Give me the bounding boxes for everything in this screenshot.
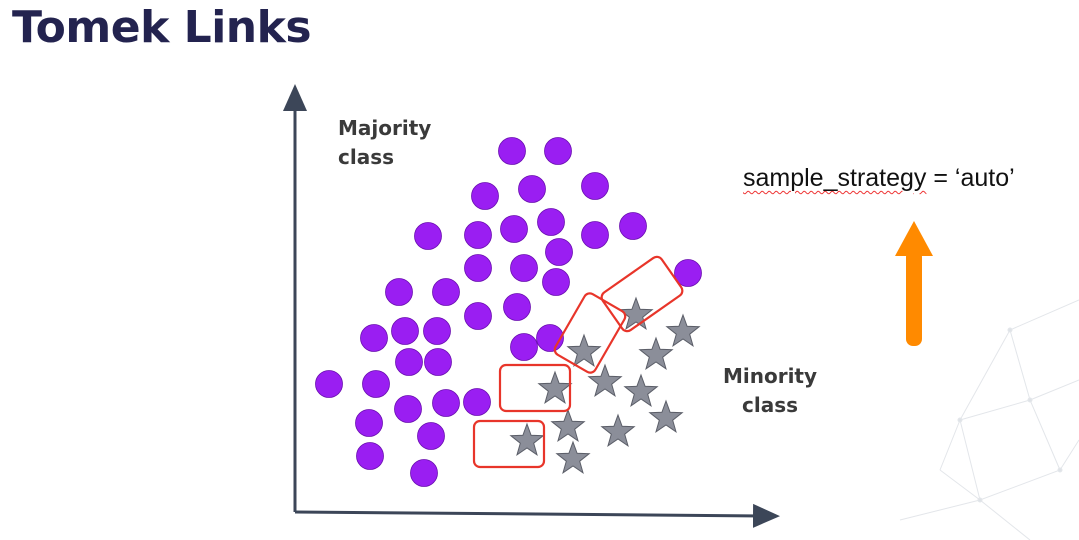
majority-point (355, 409, 383, 437)
majority-point (510, 254, 538, 282)
majority-point (394, 395, 422, 423)
minority-point (638, 336, 674, 370)
majority-point (385, 278, 413, 306)
majority-point (424, 348, 452, 376)
tomek-link-box (553, 292, 627, 374)
majority-label-line1: Majority (338, 116, 432, 140)
majority-point (619, 212, 647, 240)
minority-point (623, 373, 659, 407)
sample-strategy-name: sample_strategy (743, 164, 927, 192)
minority-class-label: Minority class (722, 362, 818, 420)
tomek-link-boxes (472, 255, 684, 469)
majority-point (544, 137, 572, 165)
majority-point (503, 293, 531, 321)
tomek-link-box (472, 419, 546, 469)
majority-point (500, 215, 528, 243)
minority-point (600, 413, 636, 447)
majority-point (410, 459, 438, 487)
majority-point (362, 370, 390, 398)
minority-point (648, 399, 684, 433)
majority-point (471, 182, 499, 210)
minority-point (618, 296, 654, 330)
majority-point (581, 172, 609, 200)
minority-point (587, 363, 623, 397)
majority-point (510, 333, 538, 361)
majority-point (464, 302, 492, 330)
majority-point (391, 317, 419, 345)
majority-point (542, 268, 570, 296)
majority-point (423, 317, 451, 345)
majority-point (545, 238, 573, 266)
majority-point (463, 388, 491, 416)
majority-point (432, 389, 460, 417)
majority-point (356, 442, 384, 470)
slide-title: Tomek Links (12, 2, 312, 53)
tomek-link-box (600, 255, 684, 333)
majority-point (464, 254, 492, 282)
minority-label-line1: Minority (722, 364, 818, 388)
majority-point (414, 222, 442, 250)
minority-point (509, 422, 545, 456)
majority-point (315, 370, 343, 398)
arrow-up-icon (895, 221, 933, 346)
majority-point (674, 259, 702, 287)
sample-strategy-value: = ‘auto’ (926, 164, 1015, 192)
majority-label-line2: class (338, 145, 395, 169)
background-mesh (899, 299, 1079, 540)
x-axis (294, 503, 780, 528)
majority-point (581, 221, 609, 249)
minority-point (555, 440, 591, 474)
majority-points (315, 137, 702, 487)
majority-class-label: Majority class (338, 114, 431, 172)
minority-point (665, 313, 701, 347)
majority-point (432, 278, 460, 306)
majority-point (395, 348, 423, 376)
sample-strategy-text: sample_strategy = ‘auto’ (743, 164, 1015, 193)
minority-point (537, 370, 573, 404)
tomek-link-box (498, 363, 572, 413)
minority-label-line2: class (741, 393, 798, 417)
minority-points (509, 296, 701, 474)
majority-point (498, 137, 526, 165)
minority-point (550, 408, 586, 442)
majority-point (464, 221, 492, 249)
majority-point (518, 175, 546, 203)
minority-point (566, 333, 602, 367)
majority-point (537, 208, 565, 236)
majority-point (417, 422, 445, 450)
majority-point (360, 324, 388, 352)
